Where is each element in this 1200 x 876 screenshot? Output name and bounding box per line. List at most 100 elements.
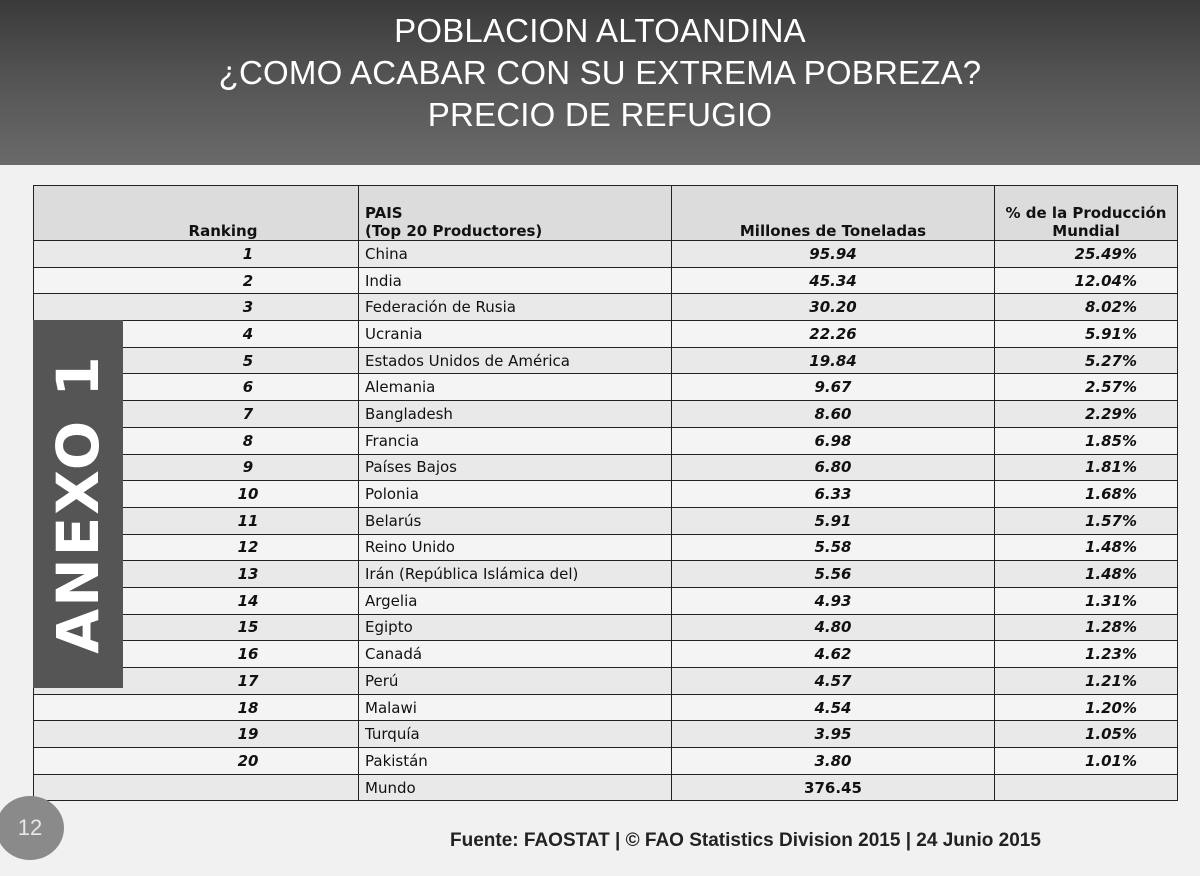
table-header-row: Ranking PAIS (Top 20 Productores) Millone… — [33, 185, 1178, 241]
table-row: 11 Belarús 5.91 1.57% — [33, 506, 1178, 535]
value-cell: 4.57 — [671, 667, 995, 695]
value-cell: 5.58 — [671, 533, 995, 562]
pct-cell: 2.29% — [994, 400, 1178, 428]
country-cell: Canadá — [358, 640, 672, 668]
rank-cell — [33, 773, 359, 802]
country-cell: Estados Unidos de América — [358, 346, 672, 375]
page-header: POBLACION ALTOANDINA ¿COMO ACABAR CON SU… — [0, 0, 1200, 165]
value-cell: 9.67 — [671, 373, 995, 402]
country-cell: Francia — [358, 426, 672, 455]
country-cell: Pakistán — [358, 747, 672, 775]
table-row: 12 Reino Unido 5.58 1.48% — [33, 533, 1178, 562]
pct-cell: 12.04% — [994, 266, 1178, 295]
table-row: 6 Alemania 9.67 2.57% — [33, 373, 1178, 402]
pct-cell: 1.05% — [994, 720, 1178, 749]
title-line-3: PRECIO DE REFUGIO — [427, 96, 773, 133]
country-cell: China — [358, 240, 672, 268]
pct-cell: 25.49% — [994, 240, 1178, 268]
table-row: 13 Irán (República Islámica del) 5.56 1.48% — [33, 560, 1178, 588]
country-cell: Federación de Rusia — [358, 293, 672, 322]
table-row: 4 Ucrania 22.26 5.91% — [33, 320, 1178, 348]
country-cell: Polonia — [358, 480, 672, 508]
pct-cell: 1.23% — [994, 640, 1178, 668]
source-note: Fuente: FAOSTAT | © FAO Statistics Divis… — [450, 830, 1041, 851]
country-cell: Turquía — [358, 720, 672, 749]
pct-cell: 1.28% — [994, 613, 1178, 642]
title-line-2: ¿COMO ACABAR CON SU EXTREMA POBREZA? — [218, 54, 982, 91]
pct-cell: 5.27% — [994, 346, 1178, 375]
table-row: 9 Países Bajos 6.80 1.81% — [33, 453, 1178, 482]
value-cell: 4.54 — [671, 693, 995, 722]
table-row: 1 China 95.94 25.49% — [33, 240, 1178, 268]
pct-cell: 1.57% — [994, 506, 1178, 535]
value-cell: 4.80 — [671, 613, 995, 642]
title-line-1: POBLACION ALTOANDINA — [394, 12, 806, 49]
value-cell: 3.80 — [671, 747, 995, 775]
country-cell: Belarús — [358, 506, 672, 535]
production-table: Ranking PAIS (Top 20 Productores) Millone… — [33, 185, 1178, 802]
header-pais: PAIS (Top 20 Productores) — [358, 185, 672, 241]
value-cell: 6.98 — [671, 426, 995, 455]
table-row: 3 Federación de Rusia 30.20 8.02% — [33, 293, 1178, 322]
country-cell: Argelia — [358, 586, 672, 615]
anexo-text: ANEXO 1 — [44, 354, 112, 654]
value-cell: 22.26 — [671, 320, 995, 348]
anexo-label: ANEXO 1 — [33, 320, 123, 688]
pct-cell: 1.48% — [994, 533, 1178, 562]
table-row: 15 Egipto 4.80 1.28% — [33, 613, 1178, 642]
value-cell: 5.91 — [671, 506, 995, 535]
table-row: 5 Estados Unidos de América 19.84 5.27% — [33, 346, 1178, 375]
pct-cell: 1.21% — [994, 667, 1178, 695]
pct-cell: 1.20% — [994, 693, 1178, 722]
country-cell: Reino Unido — [358, 533, 672, 562]
rank-cell: 3 — [33, 293, 359, 322]
value-cell: 8.60 — [671, 400, 995, 428]
table-row: 19 Turquía 3.95 1.05% — [33, 720, 1178, 749]
rank-cell: 18 — [33, 693, 359, 722]
total-label: Mundo — [358, 773, 672, 802]
table-row: 16 Canadá 4.62 1.23% — [33, 640, 1178, 668]
rank-cell: 2 — [33, 266, 359, 295]
header-pct: % de la Producción Mundial — [994, 185, 1178, 241]
value-cell: 5.56 — [671, 560, 995, 588]
value-cell: 3.95 — [671, 720, 995, 749]
table-row: 7 Bangladesh 8.60 2.29% — [33, 400, 1178, 428]
country-cell: Irán (República Islámica del) — [358, 560, 672, 588]
page-number: 12 — [0, 796, 64, 860]
table-row: 14 Argelia 4.93 1.31% — [33, 586, 1178, 615]
header-pais-line1: PAIS — [365, 204, 403, 222]
header-pct-line2: Mundial — [1052, 222, 1120, 240]
pct-cell: 1.48% — [994, 560, 1178, 588]
header-millones: Millones de Toneladas — [671, 185, 995, 241]
table-row: 2 India 45.34 12.04% — [33, 266, 1178, 295]
country-cell: Egipto — [358, 613, 672, 642]
header-pct-line1: % de la Producción — [1005, 204, 1167, 222]
country-cell: Países Bajos — [358, 453, 672, 482]
table-row: 8 Francia 6.98 1.85% — [33, 426, 1178, 455]
value-cell: 45.34 — [671, 266, 995, 295]
rank-cell: 20 — [33, 747, 359, 775]
rank-cell: 8 — [33, 426, 359, 455]
pct-cell: 1.85% — [994, 426, 1178, 455]
value-cell: 4.62 — [671, 640, 995, 668]
header-pais-line2: (Top 20 Productores) — [365, 222, 543, 240]
header-ranking: Ranking — [33, 185, 359, 241]
country-cell: Alemania — [358, 373, 672, 402]
value-cell: 95.94 — [671, 240, 995, 268]
value-cell: 4.93 — [671, 586, 995, 615]
pct-cell: 2.57% — [994, 373, 1178, 402]
table-row: 18 Malawi 4.54 1.20% — [33, 693, 1178, 722]
value-cell: 30.20 — [671, 293, 995, 322]
pct-cell: 1.01% — [994, 747, 1178, 775]
pct-cell — [994, 773, 1178, 802]
pct-cell: 5.91% — [994, 320, 1178, 348]
total-value: 376.45 — [671, 773, 995, 802]
value-cell: 6.80 — [671, 453, 995, 482]
value-cell: 6.33 — [671, 480, 995, 508]
table-row: 20 Pakistán 3.80 1.01% — [33, 747, 1178, 775]
rank-cell: 19 — [33, 720, 359, 749]
country-cell: India — [358, 266, 672, 295]
value-cell: 19.84 — [671, 346, 995, 375]
total-row: Mundo 376.45 — [33, 773, 1178, 802]
pct-cell: 1.81% — [994, 453, 1178, 482]
